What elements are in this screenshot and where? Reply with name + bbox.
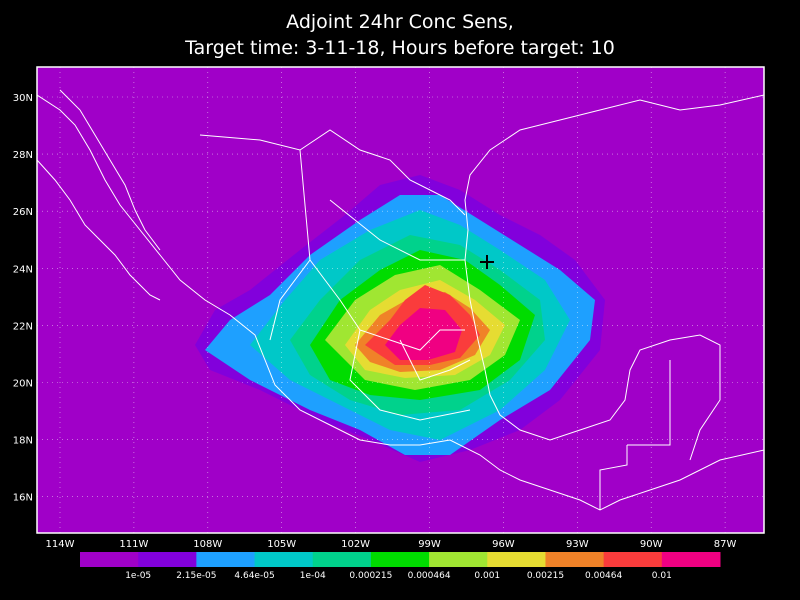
map-frame: [36, 66, 765, 534]
axis-labels: 30N 28N 26N 24N 22N 20N 18N 16N 114W 111W 108W 105W…: [13, 93, 737, 550]
colorbar-swatch: [603, 552, 663, 567]
lat-label: 20N: [13, 379, 33, 390]
grid: [37, 67, 764, 533]
colorbar-swatch: [370, 552, 430, 567]
colorbar-swatch: [661, 552, 721, 567]
contour-region: [385, 308, 462, 360]
lon-label: 90W: [640, 539, 663, 550]
lon-label: 114W: [46, 539, 75, 550]
coastline: [59, 89, 161, 251]
colorbar-label: 4.64e-05: [234, 571, 274, 581]
border: [599, 360, 671, 510]
lon-label: 105W: [267, 539, 296, 550]
colorbar-label: 0.000464: [408, 571, 451, 581]
colorbar-swatch: [80, 552, 139, 567]
lon-label: 87W: [714, 539, 737, 550]
contours: [195, 175, 605, 462]
lon-label: 108W: [193, 539, 222, 550]
colorbar-label: 0.001: [474, 571, 500, 581]
lat-label: 24N: [13, 264, 33, 275]
lon-label: 99W: [418, 539, 441, 550]
title: Adjoint 24hr Conc Sens,: [286, 11, 514, 33]
lon-label: 93W: [566, 539, 589, 550]
lon-label: 96W: [492, 539, 515, 550]
subtitle: Target time: 3-11-18, Hours before targe…: [184, 37, 615, 59]
lat-label: 30N: [13, 93, 33, 104]
lat-label: 28N: [13, 150, 33, 161]
lat-label: 16N: [13, 493, 33, 504]
colorbar-swatch: [545, 552, 605, 567]
colorbar-label: 1e-05: [125, 571, 151, 581]
colorbar-label: 0.00215: [527, 571, 564, 581]
coastline: [37, 159, 161, 301]
colorbar-label: 1e-04: [300, 571, 326, 581]
colorbar-swatch: [429, 552, 488, 567]
colorbar-swatch: [196, 552, 256, 567]
lat-label: 26N: [13, 207, 33, 218]
coastlines: [37, 89, 764, 511]
colorbar-swatch: [138, 552, 197, 567]
lat-label: 22N: [13, 321, 33, 332]
lat-label: 18N: [13, 436, 33, 447]
colorbar-label: 2.15e-05: [176, 571, 216, 581]
coastline: [464, 94, 764, 461]
colorbar-label: 0.01: [652, 571, 672, 581]
state-lines: [269, 149, 471, 421]
colorbar-label: 0.00464: [585, 571, 622, 581]
colorbar-swatch: [487, 552, 546, 567]
border: [199, 129, 466, 216]
target-marker: [480, 255, 494, 269]
colorbar-swatch: [254, 552, 314, 567]
colorbar: 1e-05 2.15e-05 4.64e-05 1e-04 0.000215 0.0004…: [80, 552, 721, 581]
colorbar-swatch: [312, 552, 372, 567]
colorbar-label: 0.000215: [349, 571, 392, 581]
lon-label: 102W: [341, 539, 370, 550]
lon-label: 111W: [119, 539, 148, 550]
